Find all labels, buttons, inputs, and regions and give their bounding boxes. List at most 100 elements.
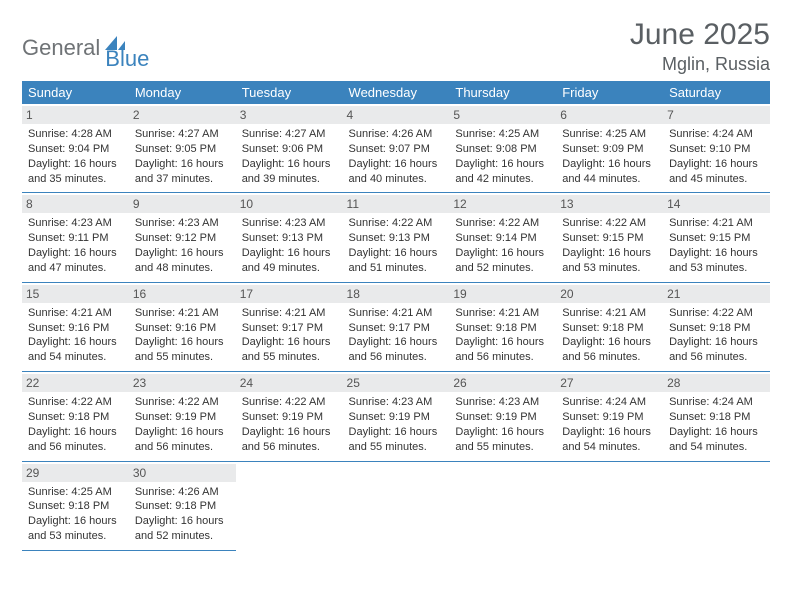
cell-daylight1: Daylight: 16 hours	[455, 246, 550, 261]
cell-sunrise: Sunrise: 4:23 AM	[455, 395, 550, 410]
cell-daylight1: Daylight: 16 hours	[669, 157, 764, 172]
day-number: 13	[556, 195, 663, 213]
cell-sunrise: Sunrise: 4:23 AM	[349, 395, 444, 410]
cell-daylight2: and 56 minutes.	[455, 350, 550, 365]
day-number: 5	[449, 106, 556, 124]
cell-sunset: Sunset: 9:08 PM	[455, 142, 550, 157]
cell-daylight1: Daylight: 16 hours	[349, 157, 444, 172]
calendar-cell: 17Sunrise: 4:21 AMSunset: 9:17 PMDayligh…	[236, 282, 343, 371]
day-number: 26	[449, 374, 556, 392]
cell-daylight1: Daylight: 16 hours	[455, 335, 550, 350]
calendar-cell: 25Sunrise: 4:23 AMSunset: 9:19 PMDayligh…	[343, 372, 450, 461]
cell-sunrise: Sunrise: 4:21 AM	[455, 306, 550, 321]
cell-daylight2: and 53 minutes.	[562, 261, 657, 276]
cell-daylight2: and 35 minutes.	[28, 172, 123, 187]
calendar-week-row: 15 Sunrise: 4:21 AM Sunset: 9:16 PM Dayligh…	[22, 282, 770, 371]
cell-daylight2: and 56 minutes.	[562, 350, 657, 365]
day-number: 24	[236, 374, 343, 392]
day-number: 27	[556, 374, 663, 392]
cell-daylight2: and 48 minutes.	[135, 261, 230, 276]
cell-daylight2: and 56 minutes.	[669, 350, 764, 365]
calendar-cell: 2Sunrise: 4:27 AMSunset: 9:05 PMDaylight…	[129, 104, 236, 193]
calendar-cell: 21Sunrise: 4:22 AMSunset: 9:18 PMDayligh…	[663, 282, 770, 371]
page-header: General Blue June 2025 Mglin, Russia	[22, 18, 770, 75]
location-label: Mglin, Russia	[630, 54, 770, 75]
cell-daylight2: and 54 minutes.	[28, 350, 123, 365]
calendar-cell: 5 Sunrise: 4:25 AMSunset: 9:08 PMDaylight…	[449, 104, 556, 193]
cell-sunset: Sunset: 9:16 PM	[28, 321, 123, 336]
cell-sunset: Sunset: 9:19 PM	[562, 410, 657, 425]
cell-daylight2: and 55 minutes.	[455, 440, 550, 455]
cell-sunset: Sunset: 9:13 PM	[349, 231, 444, 246]
cell-sunrise: Sunrise: 4:26 AM	[135, 485, 230, 500]
cell-daylight2: and 42 minutes.	[455, 172, 550, 187]
cell-daylight2: and 39 minutes.	[242, 172, 337, 187]
cell-daylight1: Daylight: 16 hours	[135, 246, 230, 261]
calendar-cell: 20Sunrise: 4:21 AMSunset: 9:18 PMDayligh…	[556, 282, 663, 371]
cell-sunrise: Sunrise: 4:26 AM	[349, 127, 444, 142]
calendar-cell: 10Sunrise: 4:23 AMSunset: 9:13 PMDayligh…	[236, 193, 343, 282]
cell-daylight1: Daylight: 16 hours	[135, 157, 230, 172]
cell-daylight2: and 56 minutes.	[135, 440, 230, 455]
cell-sunrise: Sunrise: 4:27 AM	[242, 127, 337, 142]
calendar-cell: 29Sunrise: 4:25 AMSunset: 9:18 PMDayligh…	[22, 461, 129, 550]
calendar-cell: 16Sunrise: 4:21 AMSunset: 9:16 PMDayligh…	[129, 282, 236, 371]
cell-daylight1: Daylight: 16 hours	[242, 425, 337, 440]
cell-daylight2: and 53 minutes.	[669, 261, 764, 276]
month-title: June 2025	[630, 18, 770, 52]
day-number: 11	[343, 195, 450, 213]
cell-sunset: Sunset: 9:10 PM	[669, 142, 764, 157]
cell-sunrise: Sunrise: 4:25 AM	[562, 127, 657, 142]
cell-daylight2: and 54 minutes.	[562, 440, 657, 455]
cell-sunrise: Sunrise: 4:22 AM	[349, 216, 444, 231]
day-number: 1	[22, 106, 129, 124]
cell-daylight1: Daylight: 16 hours	[242, 157, 337, 172]
cell-daylight1: Daylight: 16 hours	[28, 246, 123, 261]
day-number: 6	[556, 106, 663, 124]
calendar-cell: 19Sunrise: 4:21 AMSunset: 9:18 PMDayligh…	[449, 282, 556, 371]
cell-sunrise: Sunrise: 4:22 AM	[669, 306, 764, 321]
day-header-row: Sunday Monday Tuesday Wednesday Thursday…	[22, 81, 770, 104]
day-number: 3	[236, 106, 343, 124]
calendar-cell: 27Sunrise: 4:24 AMSunset: 9:19 PMDayligh…	[556, 372, 663, 461]
calendar-cell	[663, 461, 770, 550]
cell-sunrise: Sunrise: 4:25 AM	[455, 127, 550, 142]
cell-daylight1: Daylight: 16 hours	[28, 514, 123, 529]
cell-daylight2: and 40 minutes.	[349, 172, 444, 187]
cell-sunrise: Sunrise: 4:27 AM	[135, 127, 230, 142]
cell-sunset: Sunset: 9:18 PM	[135, 499, 230, 514]
cell-sunrise: Sunrise: 4:23 AM	[135, 216, 230, 231]
cell-sunrise: Sunrise: 4:23 AM	[242, 216, 337, 231]
calendar-cell: 18Sunrise: 4:21 AMSunset: 9:17 PMDayligh…	[343, 282, 450, 371]
day-number: 15	[22, 285, 129, 303]
cell-sunset: Sunset: 9:16 PM	[135, 321, 230, 336]
cell-sunset: Sunset: 9:11 PM	[28, 231, 123, 246]
logo-text-general: General	[22, 35, 100, 61]
calendar-cell: 8Sunrise: 4:23 AMSunset: 9:11 PMDaylight…	[22, 193, 129, 282]
cell-sunset: Sunset: 9:17 PM	[349, 321, 444, 336]
cell-sunset: Sunset: 9:18 PM	[28, 410, 123, 425]
day-number: 23	[129, 374, 236, 392]
calendar-cell	[236, 461, 343, 550]
calendar-cell: 1Sunrise: 4:28 AMSunset: 9:04 PMDaylight…	[22, 104, 129, 193]
day-header: Monday	[129, 81, 236, 104]
cell-daylight1: Daylight: 16 hours	[562, 425, 657, 440]
cell-daylight2: and 55 minutes.	[349, 440, 444, 455]
cell-sunset: Sunset: 9:19 PM	[455, 410, 550, 425]
cell-sunrise: Sunrise: 4:21 AM	[562, 306, 657, 321]
cell-sunset: Sunset: 9:19 PM	[242, 410, 337, 425]
cell-sunrise: Sunrise: 4:21 AM	[669, 216, 764, 231]
day-number: 30	[129, 464, 236, 482]
day-number: 18	[343, 285, 450, 303]
cell-daylight2: and 56 minutes.	[349, 350, 444, 365]
cell-daylight1: Daylight: 16 hours	[455, 157, 550, 172]
calendar-cell: 13Sunrise: 4:22 AMSunset: 9:15 PMDayligh…	[556, 193, 663, 282]
cell-sunrise: Sunrise: 4:24 AM	[669, 395, 764, 410]
cell-daylight1: Daylight: 16 hours	[135, 514, 230, 529]
calendar-cell: 15Sunrise: 4:21 AMSunset: 9:16 PMDayligh…	[22, 282, 129, 371]
day-number: 7	[663, 106, 770, 124]
day-header: Wednesday	[343, 81, 450, 104]
cell-sunset: Sunset: 9:13 PM	[242, 231, 337, 246]
cell-sunset: Sunset: 9:18 PM	[669, 410, 764, 425]
cell-sunset: Sunset: 9:09 PM	[562, 142, 657, 157]
